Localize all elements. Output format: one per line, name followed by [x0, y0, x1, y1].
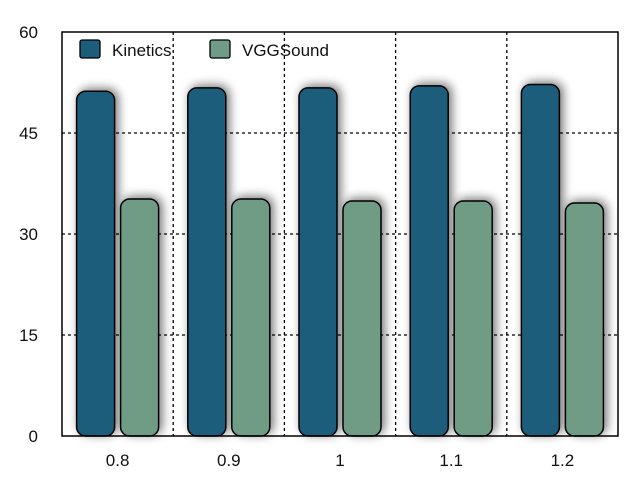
y-tick-label: 30 — [19, 225, 38, 244]
bar-kinetics-1.2 — [520, 83, 561, 437]
bar-kinetics-0.8 — [75, 90, 116, 437]
x-tick-label: 1.2 — [551, 451, 575, 470]
y-tick-label: 15 — [19, 326, 38, 345]
x-tick-label: 1 — [335, 451, 344, 470]
bar-vggsound-1 — [342, 200, 382, 437]
bars — [75, 83, 605, 437]
y-tick-label: 60 — [19, 23, 38, 42]
bar-vggsound-1.2 — [564, 202, 605, 437]
bar-vggsound-0.8 — [119, 198, 160, 437]
legend-swatch-kinetics — [79, 39, 101, 59]
legend-swatch-vggsound — [209, 39, 231, 59]
plot-frame — [61, 31, 619, 437]
x-tick-label: 1.1 — [439, 451, 463, 470]
x-tick-label: 0.8 — [106, 451, 130, 470]
y-axis-ticks: 0 15 30 45 60 — [19, 23, 38, 446]
legend-label-kinetics: Kinetics — [112, 41, 172, 60]
y-tick-label: 45 — [19, 124, 38, 143]
legend: Kinetics VGGSound — [79, 39, 329, 60]
bar-kinetics-0.9 — [187, 87, 227, 437]
bar-kinetics-1.1 — [409, 85, 449, 437]
bar-kinetics-1 — [298, 87, 338, 437]
legend-label-vggsound: VGGSound — [242, 41, 329, 60]
bar-vggsound-1.1 — [453, 200, 493, 437]
x-axis-ticks: 0.8 0.9 1 1.1 1.2 — [106, 451, 574, 470]
bar-vggsound-0.9 — [231, 198, 271, 437]
y-tick-label: 0 — [29, 427, 38, 446]
x-tick-label: 0.9 — [217, 451, 241, 470]
